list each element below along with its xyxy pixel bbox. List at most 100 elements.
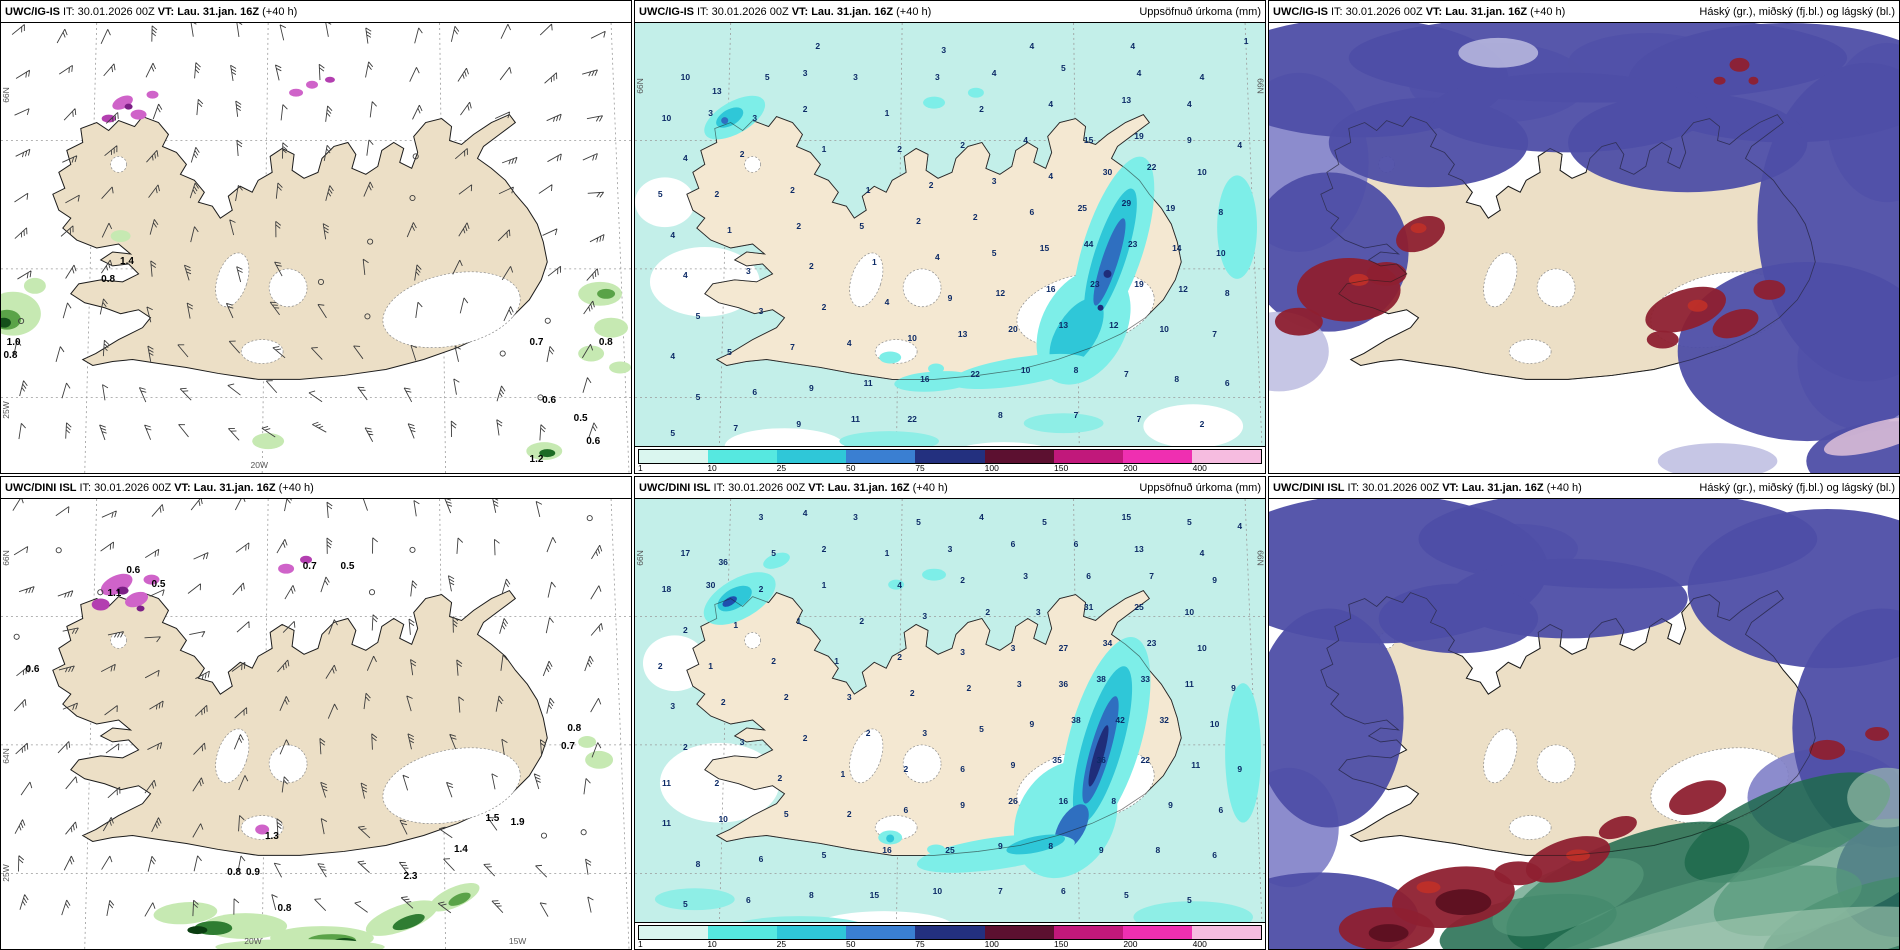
init-time: 30.01.2026 00Z <box>94 481 172 494</box>
product-label: Uppsöfnuð úrkoma (mm) <box>1139 5 1261 18</box>
high-cloud-bright <box>1348 223 1708 312</box>
colorbar-ticks: 1 10 25 50 75 100 150 200 400 <box>638 939 1262 949</box>
colorbar-segment <box>708 450 778 463</box>
product-label: Háský (gr.), miðský (fj.bl.) og lágský (… <box>1699 481 1895 494</box>
init-label: IT: <box>79 481 92 494</box>
cloud-map-svg <box>1269 499 1899 949</box>
valid-label: VT: <box>157 5 175 18</box>
high-cloud-bright <box>1416 849 1590 894</box>
snow-patches <box>101 76 335 123</box>
panel-igis-cloud: UWC/IG-IS IT: 30.01.2026 00Z VT: Lau. 31.jan… <box>1268 0 1900 474</box>
wind-map-svg <box>1 23 631 473</box>
precip-map-svg <box>635 499 1265 949</box>
panel-dini-cloud: UWC/DINI ISL IT: 30.01.2026 00Z VT: Lau. 31.… <box>1268 476 1900 950</box>
colorbar <box>638 925 1262 940</box>
colorbar-segment <box>639 450 709 463</box>
colorbar-ticks: 1 10 25 50 75 100 150 200 400 <box>638 463 1262 473</box>
lead-time: (+40 h) <box>1546 481 1582 494</box>
panel-header: UWC/IG-IS IT: 30.01.2026 00Z VT: Lau. 31.jan… <box>635 1 1265 23</box>
precip-colorbar: 1 10 25 50 75 100 150 200 400 <box>635 446 1265 473</box>
panel-dini-precip: UWC/DINI ISL IT: 30.01.2026 00Z VT: Lau. 31.… <box>634 476 1266 950</box>
lead-time: (+40 h) <box>1530 5 1566 18</box>
colorbar-segment <box>1122 450 1192 463</box>
cloud-map <box>1269 23 1899 473</box>
lead-time: (+40 h) <box>896 5 932 18</box>
init-label: IT: <box>63 5 75 18</box>
rain-patches <box>153 735 614 949</box>
colorbar-tick: 100 <box>984 939 999 949</box>
panel-title: UWC/DINI ISL IT: 30.01.2026 00Z VT: Lau. 31.… <box>5 482 317 494</box>
precip-map: 2 3 4 4 1 10 13 5 3 3 3 4 5 4 4 10 3 3 2 1 2 4 13 4 4 2 1 2 2 4 15 19 9 4… <box>635 23 1265 473</box>
valid-time: Lau. 31.jan. 16Z <box>827 481 910 494</box>
lead-time: (+40 h) <box>278 481 314 494</box>
lead-time: (+40 h) <box>262 5 298 18</box>
colorbar-segment <box>915 926 985 939</box>
snow-patches <box>91 555 313 835</box>
valid-label: VT: <box>791 5 809 18</box>
colorbar-segment <box>1122 926 1192 939</box>
colorbar <box>638 449 1262 464</box>
colorbar-tick: 50 <box>846 463 856 473</box>
colorbar-segment <box>1191 450 1261 463</box>
high-cloud <box>1274 57 1786 349</box>
colorbar-segment <box>846 450 916 463</box>
colorbar-tick: 200 <box>1123 463 1138 473</box>
pale-streak <box>1823 416 1899 456</box>
rain-patches <box>1 230 631 461</box>
panel-igis-wind: UWC/IG-IS IT: 30.01.2026 00Z VT: Lau. 31.jan… <box>0 0 632 474</box>
precip-map: 3 4 3 5 4 5 15 5 4 17 36 5 2 1 3 6 6 13 4 18 30 2 1 4 2 3 6 7 9 2 1 1 2 3… <box>635 499 1265 949</box>
colorbar-tick: 150 <box>1054 939 1069 949</box>
valid-label: VT: <box>1425 5 1443 18</box>
colorbar-tick: 150 <box>1054 463 1069 473</box>
valid-time: Lau. 31.jan. 16Z <box>1461 481 1544 494</box>
front-green-pale <box>1550 767 1899 949</box>
colorbar-tick: 25 <box>776 463 787 473</box>
colorbar-segment <box>1053 450 1123 463</box>
wind-map: 0.6 0.6 0.5 1.1 0.7 0.5 0.8 0.7 1.5 1.9 1.4 2.3 0.8 0… <box>1 499 631 949</box>
colorbar-tick: 10 <box>707 939 717 949</box>
cloud-map <box>1269 499 1899 949</box>
init-time: 30.01.2026 00Z <box>1362 481 1440 494</box>
model-label: UWC/IG-IS <box>5 5 60 18</box>
panel-header: UWC/IG-IS IT: 30.01.2026 00Z VT: Lau. 31.jan… <box>1269 1 1899 23</box>
high-cloud-core <box>1368 889 1492 943</box>
valid-time: Lau. 31.jan. 16Z <box>1445 5 1528 18</box>
init-time: 30.01.2026 00Z <box>1345 5 1423 18</box>
init-label: IT: <box>1331 5 1343 18</box>
model-label: UWC/IG-IS <box>1273 5 1328 18</box>
init-time: 30.01.2026 00Z <box>77 5 155 18</box>
panel-title: UWC/IG-IS IT: 30.01.2026 00Z VT: Lau. 31.jan… <box>5 6 300 18</box>
panel-igis-precip: UWC/IG-IS IT: 30.01.2026 00Z VT: Lau. 31.jan… <box>634 0 1266 474</box>
valid-time: Lau. 31.jan. 16Z <box>177 5 260 18</box>
wind-barbs <box>11 23 606 442</box>
valid-label: VT: <box>1442 481 1459 494</box>
valid-label: VT: <box>808 481 825 494</box>
colorbar-tick: 1 <box>638 463 643 473</box>
wind-map-svg <box>1 499 631 949</box>
colorbar-tick: 75 <box>915 463 925 473</box>
precip-map-svg <box>635 23 1265 473</box>
colorbar-segment <box>777 926 847 939</box>
init-time: 30.01.2026 00Z <box>728 481 806 494</box>
panel-header: UWC/IG-IS IT: 30.01.2026 00Z VT: Lau. 31.jan… <box>1 1 631 23</box>
init-time: 30.01.2026 00Z <box>711 5 789 18</box>
colorbar-tick: 100 <box>984 463 999 473</box>
colorbar-tick: 400 <box>1192 463 1207 473</box>
cloud-map-svg <box>1269 23 1899 473</box>
colorbar-tick: 25 <box>776 939 787 949</box>
panel-title: UWC/IG-IS IT: 30.01.2026 00Z VT: Lau. 31.jan… <box>1273 6 1568 18</box>
colorbar-segment <box>846 926 916 939</box>
colorbar-tick: 200 <box>1123 939 1138 949</box>
init-label: IT: <box>697 5 709 18</box>
valid-label: VT: <box>174 481 191 494</box>
init-label: IT: <box>713 481 726 494</box>
colorbar-tick: 50 <box>846 939 856 949</box>
colorbar-tick: 75 <box>915 939 925 949</box>
colorbar-segment <box>984 926 1054 939</box>
panel-title: UWC/IG-IS IT: 30.01.2026 00Z VT: Lau. 31.jan… <box>639 6 934 18</box>
colorbar-segment <box>1191 926 1261 939</box>
colorbar-tick: 1 <box>638 939 643 949</box>
panel-dini-wind: UWC/DINI ISL IT: 30.01.2026 00Z VT: Lau. 31.… <box>0 476 632 950</box>
panel-title: UWC/DINI ISL IT: 30.01.2026 00Z VT: Lau. 31.… <box>1273 482 1585 494</box>
panel-header: UWC/DINI ISL IT: 30.01.2026 00Z VT: Lau. 31.… <box>635 477 1265 499</box>
